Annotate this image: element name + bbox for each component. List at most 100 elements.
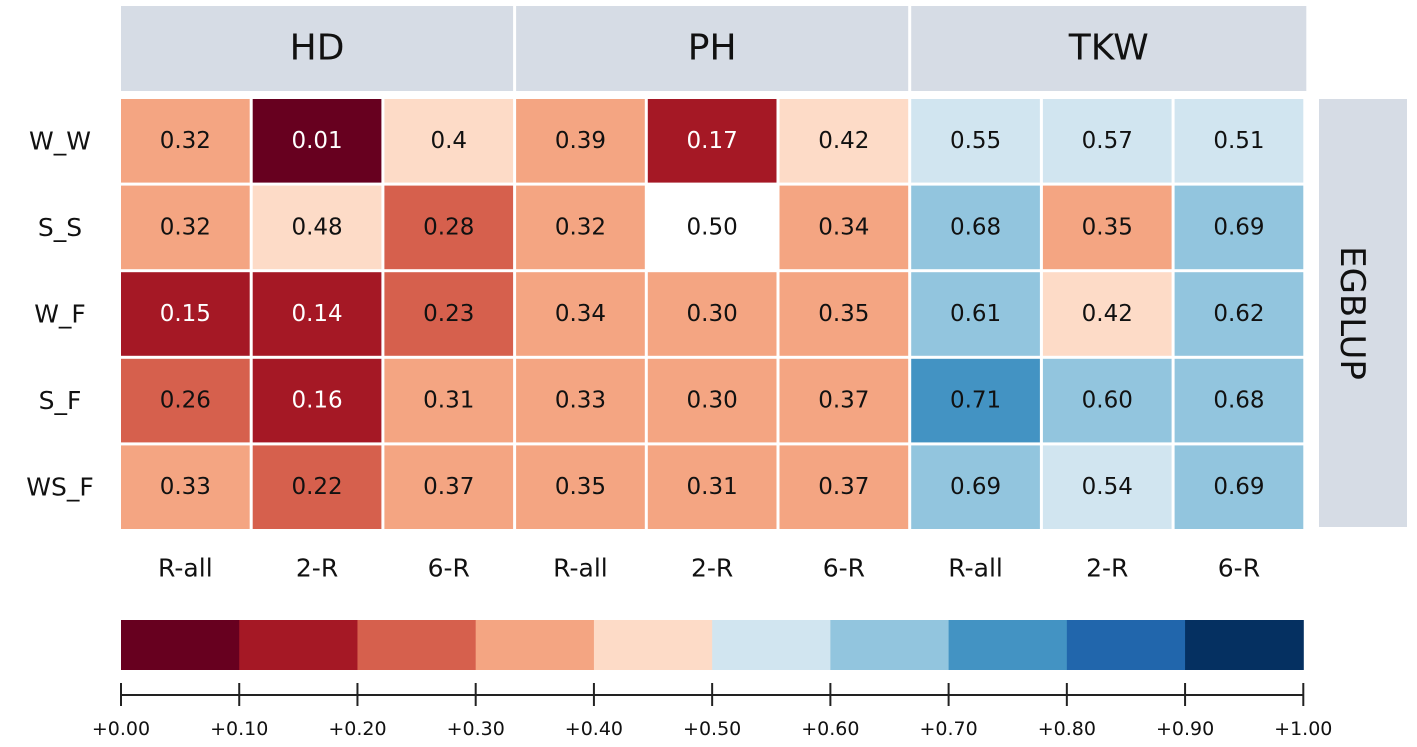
heatmap-cell: [1042, 445, 1172, 529]
heatmap-cell: [1174, 185, 1304, 270]
heatmap-cell: [647, 272, 777, 356]
heatmap-cell: [1174, 272, 1304, 356]
heatmap-cell: [252, 272, 382, 356]
cell-value-label: 0.35: [818, 301, 869, 327]
heatmap-cell: [121, 185, 250, 270]
cell-value-label: 0.42: [1082, 301, 1133, 327]
cell-value-label: 0.37: [423, 474, 474, 500]
scale-swatch: [593, 620, 713, 670]
scale-swatch: [1066, 620, 1186, 670]
column-label: 2-R: [1086, 554, 1128, 583]
column-label: 6-R: [1218, 554, 1260, 583]
cell-value-label: 0.33: [160, 474, 211, 500]
row-label: S_F: [39, 386, 82, 415]
column-label: 6-R: [823, 554, 865, 583]
heatmap-cell: [911, 445, 1040, 529]
heatmap-cell: [516, 445, 645, 529]
scale-swatch: [239, 620, 358, 670]
cell-value-label: 0.48: [291, 214, 342, 240]
row-label: WS_F: [26, 473, 93, 502]
cell-value-label: 0.30: [687, 301, 738, 327]
heatmap-cell: [911, 358, 1040, 443]
group-header-hd: [121, 6, 514, 91]
heatmap-cell: [779, 445, 909, 529]
cell-value-label: 0.61: [950, 301, 1001, 327]
heatmap-cell: [779, 99, 909, 183]
heatmap-cell: [1174, 445, 1304, 529]
cell-value-label: 0.17: [687, 128, 738, 154]
group-label-hd: HD: [290, 28, 345, 69]
column-label: 2-R: [296, 554, 338, 583]
heatmap-cell: [779, 358, 909, 443]
scale-tick-label: +0.40: [565, 718, 623, 740]
column-label: R-all: [948, 554, 1003, 583]
cell-value-label: 0.4: [430, 128, 467, 154]
heatmap-cell: [121, 99, 250, 183]
cell-value-label: 0.69: [950, 474, 1001, 500]
cell-value-label: 0.34: [555, 301, 606, 327]
scale-tick-label: +0.00: [92, 718, 150, 740]
heatmap-cell: [1042, 185, 1172, 270]
cell-value-label: 0.68: [950, 214, 1001, 240]
heatmap-cell: [1174, 99, 1304, 183]
heatmap-cell: [911, 272, 1040, 356]
heatmap-cell: [1042, 272, 1172, 356]
scale-swatch: [830, 620, 950, 670]
method-label-bar: [1319, 99, 1407, 527]
group-header-tkw: [911, 6, 1307, 91]
scale-tick-label: +0.70: [919, 718, 977, 740]
heatmap-cell: [516, 99, 645, 183]
group-label-tkw: TKW: [1068, 28, 1149, 69]
heatmap-cell: [516, 358, 645, 443]
cell-value-label: 0.35: [1082, 214, 1133, 240]
cell-value-label: 0.28: [423, 214, 474, 240]
cell-value-label: 0.15: [160, 301, 211, 327]
row-label: W_W: [29, 126, 91, 155]
cell-value-label: 0.69: [1213, 474, 1264, 500]
scale-tick-label: +0.90: [1156, 718, 1214, 740]
cell-value-label: 0.31: [687, 474, 738, 500]
scale-tick-label: +0.10: [210, 718, 268, 740]
cell-value-label: 0.57: [1082, 128, 1133, 154]
scale-tick-label: +0.50: [683, 718, 741, 740]
heatmap-cell: [384, 272, 514, 356]
cell-value-label: 0.14: [291, 301, 342, 327]
row-label: S_S: [38, 213, 82, 242]
column-label: 2-R: [691, 554, 733, 583]
column-label: 6-R: [428, 554, 470, 583]
scale-tick-label: +0.30: [447, 718, 505, 740]
cell-value-label: 0.69: [1213, 214, 1264, 240]
scale-swatch: [121, 620, 240, 670]
scale-tick-label: +0.60: [801, 718, 859, 740]
heatmap-cell: [911, 185, 1040, 270]
heatmap-cell: [252, 358, 382, 443]
column-label: R-all: [158, 554, 213, 583]
heatmap-cell: [779, 272, 909, 356]
heatmap-cell: [647, 445, 777, 529]
scale-swatch: [357, 620, 477, 670]
heatmap-cell: [779, 185, 909, 270]
cell-value-label: 0.22: [291, 474, 342, 500]
heatmap-cell: [252, 99, 382, 183]
cell-value-label: 0.33: [555, 388, 606, 414]
cell-value-label: 0.30: [687, 388, 738, 414]
heatmap-cell: [1042, 358, 1172, 443]
heatmap-cell: [516, 185, 645, 270]
cell-value-label: 0.37: [818, 388, 869, 414]
heatmap-cell: [647, 185, 777, 270]
scale-swatch: [712, 620, 831, 670]
heatmap-cell: [647, 99, 777, 183]
group-label-ph: PH: [688, 28, 737, 69]
heatmap-cell: [516, 272, 645, 356]
scale-swatch: [475, 620, 595, 670]
heatmap-cell: [384, 445, 514, 529]
heatmap-cell: [252, 185, 382, 270]
cell-value-label: 0.68: [1213, 388, 1264, 414]
cell-value-label: 0.01: [291, 128, 342, 154]
heatmap-cell: [121, 272, 250, 356]
heatmap-cell: [1174, 358, 1304, 443]
scale-swatch: [948, 620, 1068, 670]
heatmap-cell: [1042, 99, 1172, 183]
